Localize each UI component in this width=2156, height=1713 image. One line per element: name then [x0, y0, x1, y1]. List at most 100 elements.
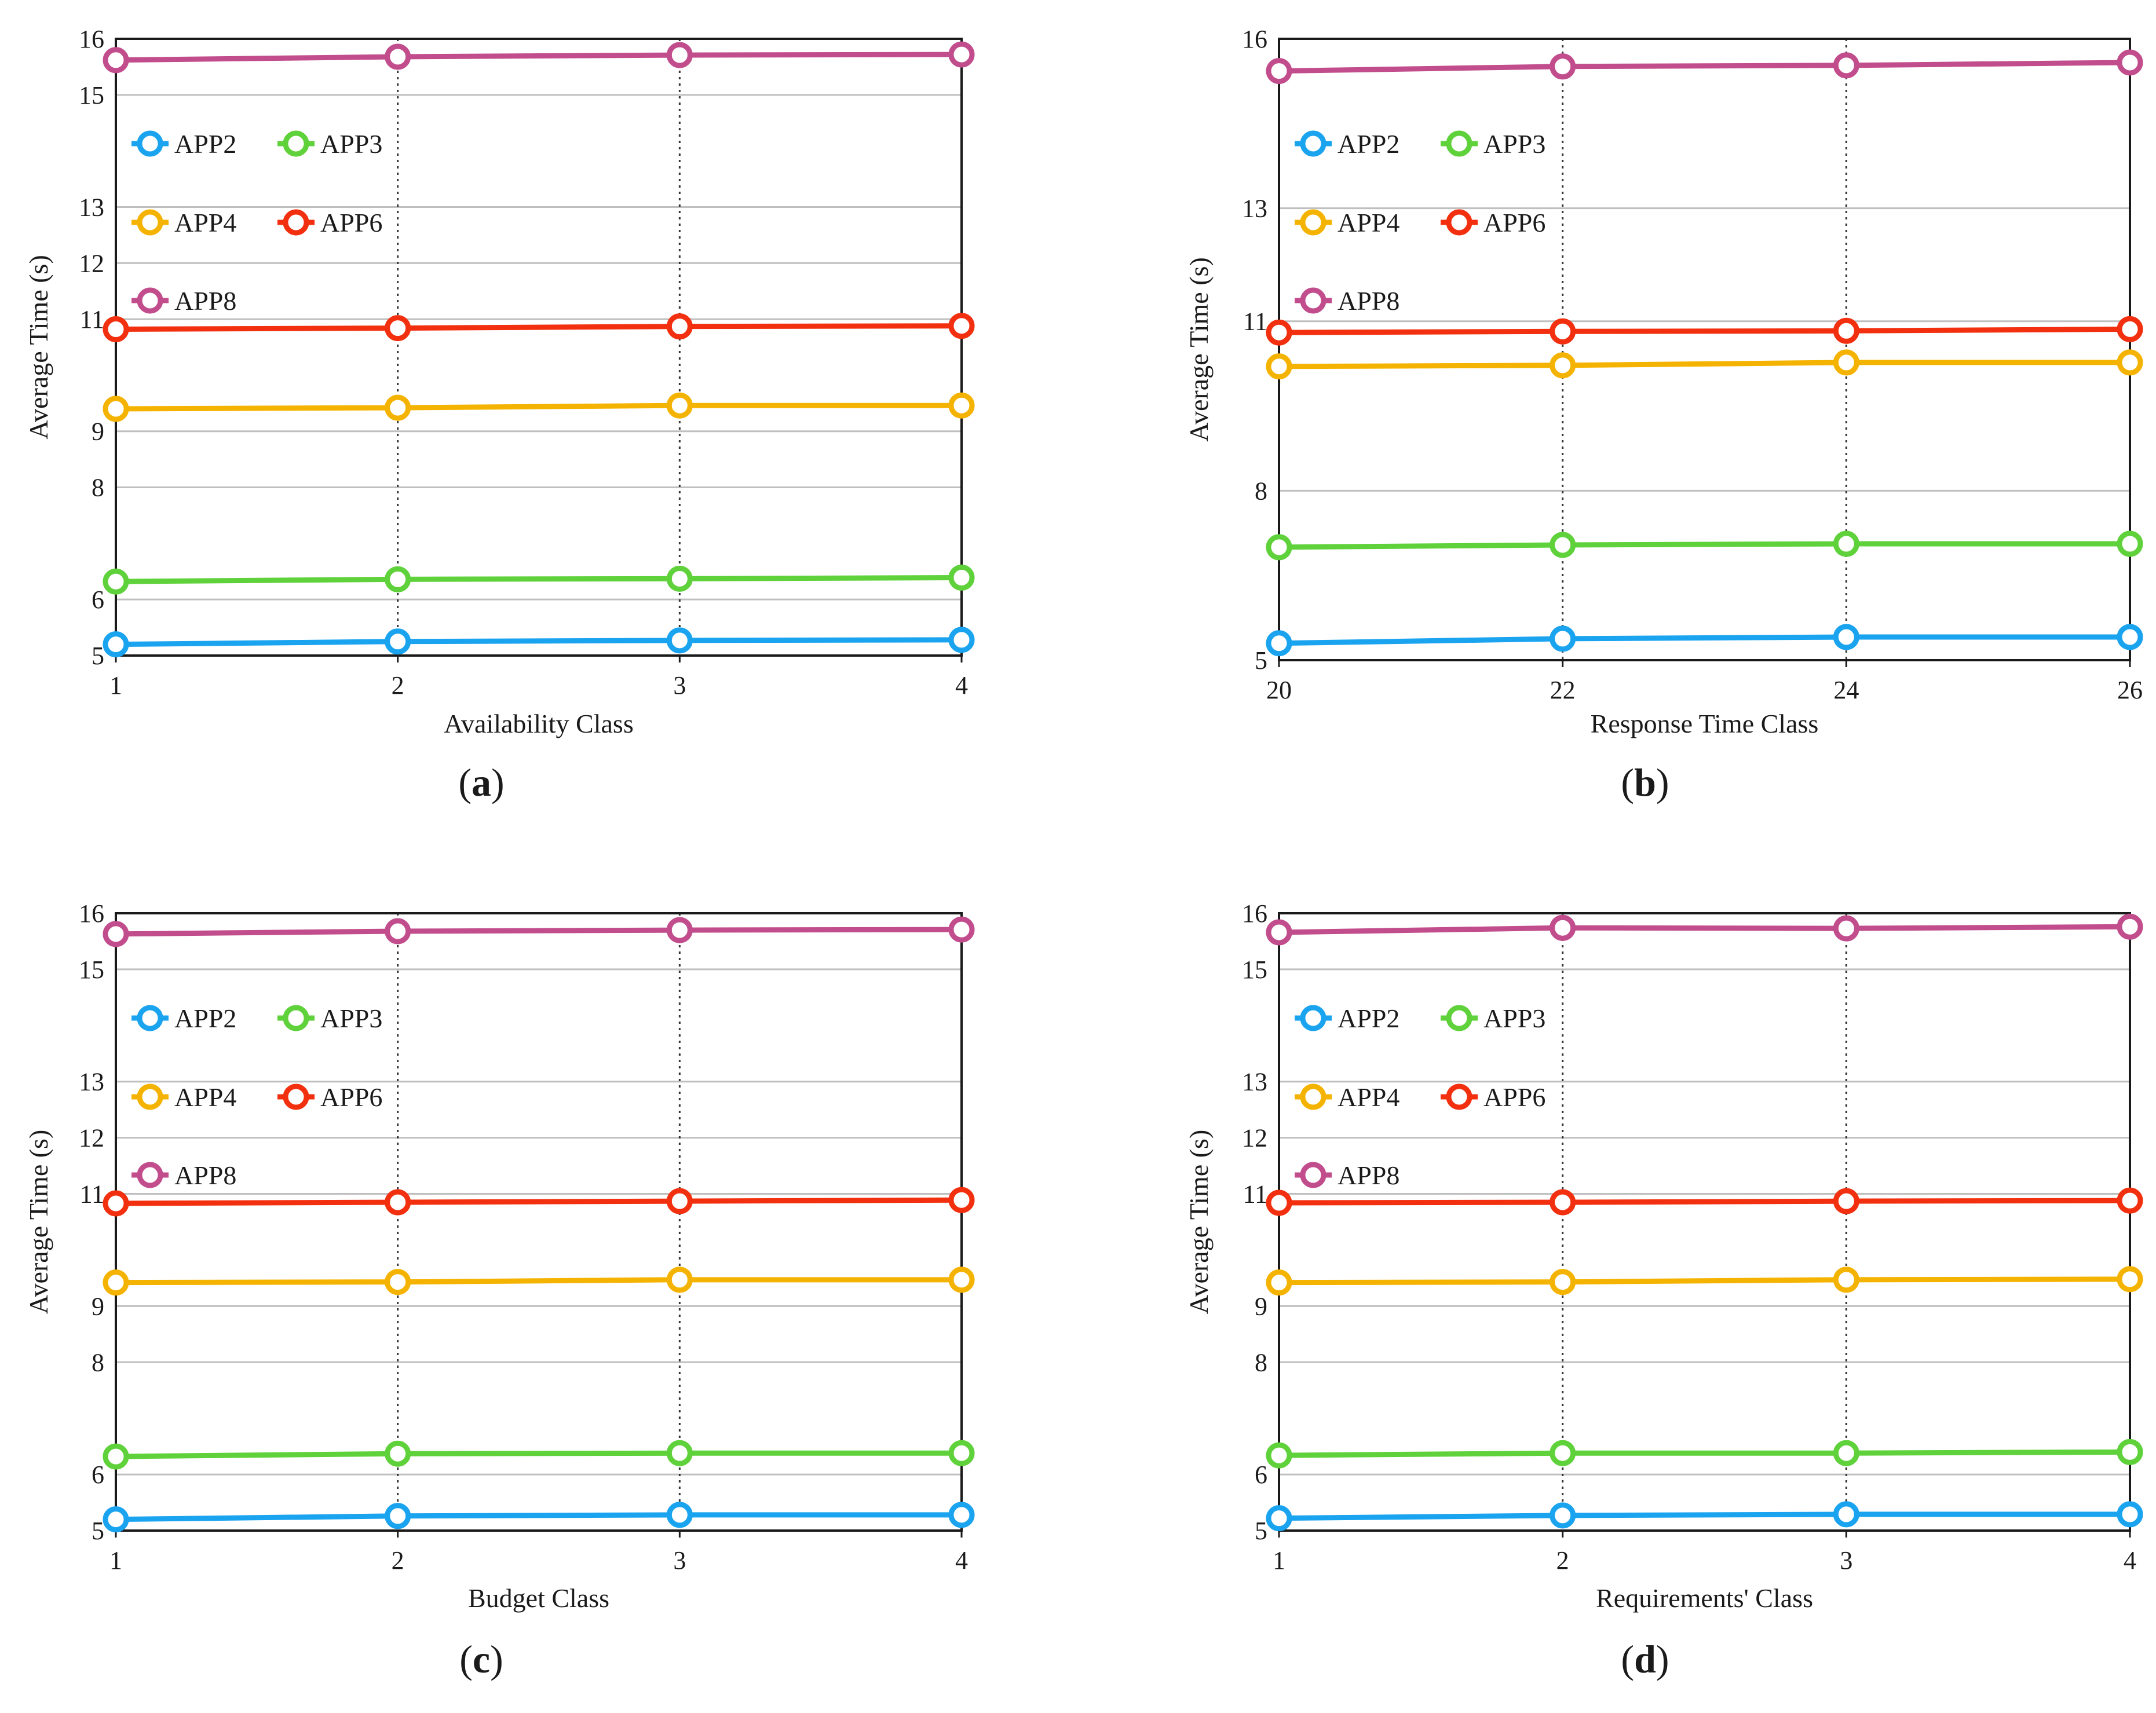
y-tick-label: 6	[1255, 1461, 1267, 1489]
data-point-app8	[1550, 53, 1576, 80]
y-tick-label: 15	[79, 81, 104, 109]
legend-label: APP2	[174, 129, 236, 159]
legend-label: APP6	[320, 1082, 382, 1112]
data-point-app6	[948, 1187, 975, 1213]
data-point-app6	[1266, 319, 1292, 346]
y-tick-label: 8	[92, 474, 104, 502]
legend-label: APP6	[320, 208, 382, 237]
y-tick-label: 5	[92, 1517, 104, 1545]
y-tick-label: 12	[79, 249, 104, 277]
data-point-app6	[1550, 318, 1576, 345]
data-point-app8	[2117, 49, 2143, 76]
data-point-app8	[385, 43, 411, 70]
legend-label: APP3	[1483, 129, 1545, 159]
y-tick-label: 16	[1242, 25, 1267, 53]
series-line-app2	[115, 637, 962, 647]
data-point-app4	[666, 1267, 693, 1293]
panel-caption: (a)	[458, 760, 504, 804]
series-line-app4	[1278, 1276, 2131, 1286]
legend-item-app2: APP2	[1295, 129, 1399, 159]
legend-swatch-marker	[1446, 1005, 1472, 1031]
data-point-app2	[1266, 630, 1292, 657]
caption-open: (	[459, 1637, 473, 1681]
y-tick-label: 6	[92, 585, 104, 614]
y-tick-label: 15	[1242, 956, 1267, 984]
y-tick-label: 5	[1255, 646, 1267, 675]
x-tick-label: 1	[1273, 1546, 1285, 1575]
legend-item-app8: APP8	[131, 1161, 236, 1190]
data-point-app8	[1550, 914, 1576, 941]
data-point-app8	[103, 921, 129, 947]
legend-swatch-marker	[1300, 130, 1327, 157]
data-point-app3	[1550, 1440, 1576, 1466]
data-point-app4	[385, 394, 411, 421]
data-point-app6	[103, 316, 129, 343]
data-point-app3	[1833, 1440, 1859, 1466]
data-point-app4	[385, 1269, 411, 1295]
caption-letter: a	[472, 760, 491, 804]
legend: APP2 APP3 APP4 APP6 APP8	[131, 129, 382, 316]
legend-item-app3: APP3	[1441, 129, 1545, 159]
data-point-app3	[1266, 534, 1292, 561]
data-point-app6	[1266, 1189, 1292, 1216]
y-tick-label: 16	[79, 25, 104, 53]
data-point-app4	[1833, 1267, 1859, 1293]
data-point-app3	[103, 1443, 129, 1470]
series-line-app4	[115, 1277, 962, 1286]
data-point-app4	[948, 1267, 975, 1293]
x-tick-label: 2	[392, 1546, 404, 1575]
x-tick-label: 4	[2124, 1546, 2136, 1575]
legend-swatch-marker	[1300, 209, 1327, 236]
legend: APP2 APP3 APP4 APP6 APP8	[131, 1004, 382, 1190]
data-point-app6	[2117, 316, 2143, 342]
legend-item-app2: APP2	[131, 129, 236, 159]
data-point-app6	[385, 315, 411, 342]
legend: APP2 APP3 APP4 APP6 APP8	[1295, 129, 1545, 316]
x-tick-label: 26	[2117, 676, 2143, 704]
legend-item-app6: APP6	[1441, 208, 1545, 237]
series-line-app2	[1278, 1511, 2130, 1521]
legend-label: APP6	[1483, 1082, 1545, 1112]
legend-label: APP2	[174, 1004, 236, 1033]
legend-item-app3: APP3	[277, 1004, 382, 1033]
legend-label: APP3	[1483, 1004, 1545, 1033]
data-point-app4	[103, 396, 129, 422]
legend-item-app3: APP3	[1441, 1004, 1545, 1033]
series-line-app8	[1278, 60, 2131, 74]
series-line-app3	[115, 574, 962, 584]
plot-frame	[1278, 38, 2131, 661]
series-line-app3	[1278, 1449, 2131, 1458]
data-point-app2	[666, 1502, 693, 1528]
caption-close: )	[490, 1637, 503, 1681]
series-line-app3	[1278, 541, 2130, 550]
data-point-app3	[1833, 530, 1859, 557]
x-axis-label: Response Time Class	[1591, 709, 1819, 738]
data-point-app3	[103, 568, 129, 595]
data-point-app4	[1266, 1269, 1292, 1296]
legend-label: APP4	[1338, 208, 1399, 237]
panel-caption: (b)	[1621, 760, 1669, 804]
data-point-app4	[1550, 1269, 1576, 1295]
y-tick-label: 11	[1243, 308, 1267, 336]
y-tick-label: 11	[1243, 1180, 1267, 1209]
data-point-app3	[385, 566, 411, 592]
legend-item-app6: APP6	[277, 208, 382, 237]
plot-frame	[1278, 912, 2131, 1532]
data-point-app4	[1833, 349, 1859, 376]
data-point-app2	[1550, 625, 1576, 652]
legend: APP2 APP3 APP4 APP6 APP8	[1295, 1004, 1545, 1190]
legend-swatch-marker	[137, 1162, 163, 1188]
caption-letter: b	[1634, 760, 1656, 804]
legend-swatch-marker	[283, 1084, 309, 1110]
legend-label: APP3	[320, 1004, 382, 1033]
panel-caption: (c)	[459, 1637, 503, 1681]
data-point-app8	[1833, 915, 1859, 942]
data-point-app8	[666, 42, 693, 68]
legend-swatch-marker	[137, 1084, 163, 1110]
plot-frame	[115, 912, 963, 1532]
y-tick-label: 5	[1255, 1517, 1267, 1545]
y-tick-label: 16	[1242, 899, 1267, 928]
data-point-app6	[948, 313, 975, 339]
legend-item-app2: APP2	[131, 1004, 236, 1033]
